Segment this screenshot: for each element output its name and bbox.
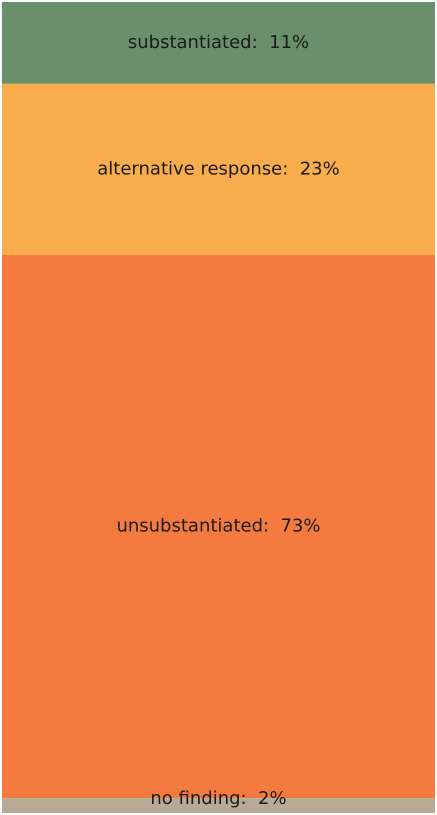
segment-no-finding — [2, 798, 435, 813]
data-label-substantiated: substantiated: 11% — [128, 32, 309, 53]
segment-alternative-response — [2, 83, 435, 255]
data-label-alternative-response: alternative response: 23% — [97, 158, 339, 179]
data-label-no-finding: no finding: 2% — [150, 788, 286, 809]
segment-unsubstantiated — [2, 254, 435, 799]
chart-data-labels: substantiated: 11% alternative response: … — [97, 32, 339, 809]
segment-substantiated — [2, 2, 435, 84]
data-label-unsubstantiated: unsubstantiated: 73% — [116, 516, 320, 537]
